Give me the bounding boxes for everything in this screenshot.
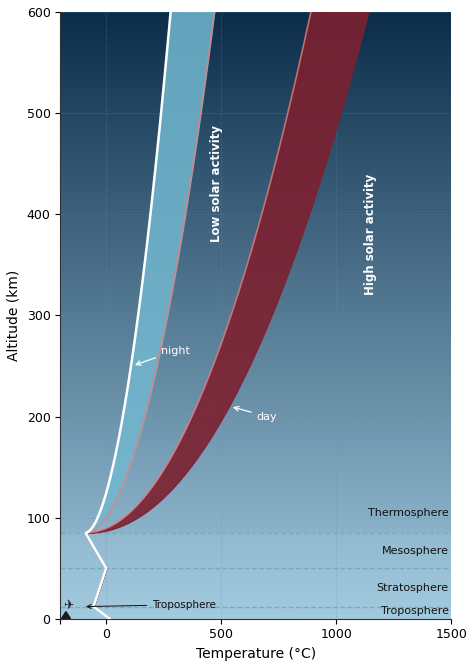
Text: Stratosphere: Stratosphere [377, 583, 449, 593]
Y-axis label: Altitude (km): Altitude (km) [7, 270, 21, 361]
Bar [60, 533, 451, 619]
Text: Low solar activity: Low solar activity [210, 126, 223, 242]
Text: night: night [136, 346, 190, 365]
Text: Mesosphere: Mesosphere [382, 546, 449, 556]
Text: day: day [234, 407, 277, 422]
Text: ✈: ✈ [63, 599, 73, 612]
Text: Troposphere: Troposphere [381, 606, 449, 616]
Text: Troposphere: Troposphere [87, 600, 216, 610]
X-axis label: Temperature (°C): Temperature (°C) [196, 647, 316, 661]
Text: High solar activity: High solar activity [364, 174, 377, 295]
Polygon shape [61, 612, 71, 619]
Text: Thermosphere: Thermosphere [368, 508, 449, 518]
